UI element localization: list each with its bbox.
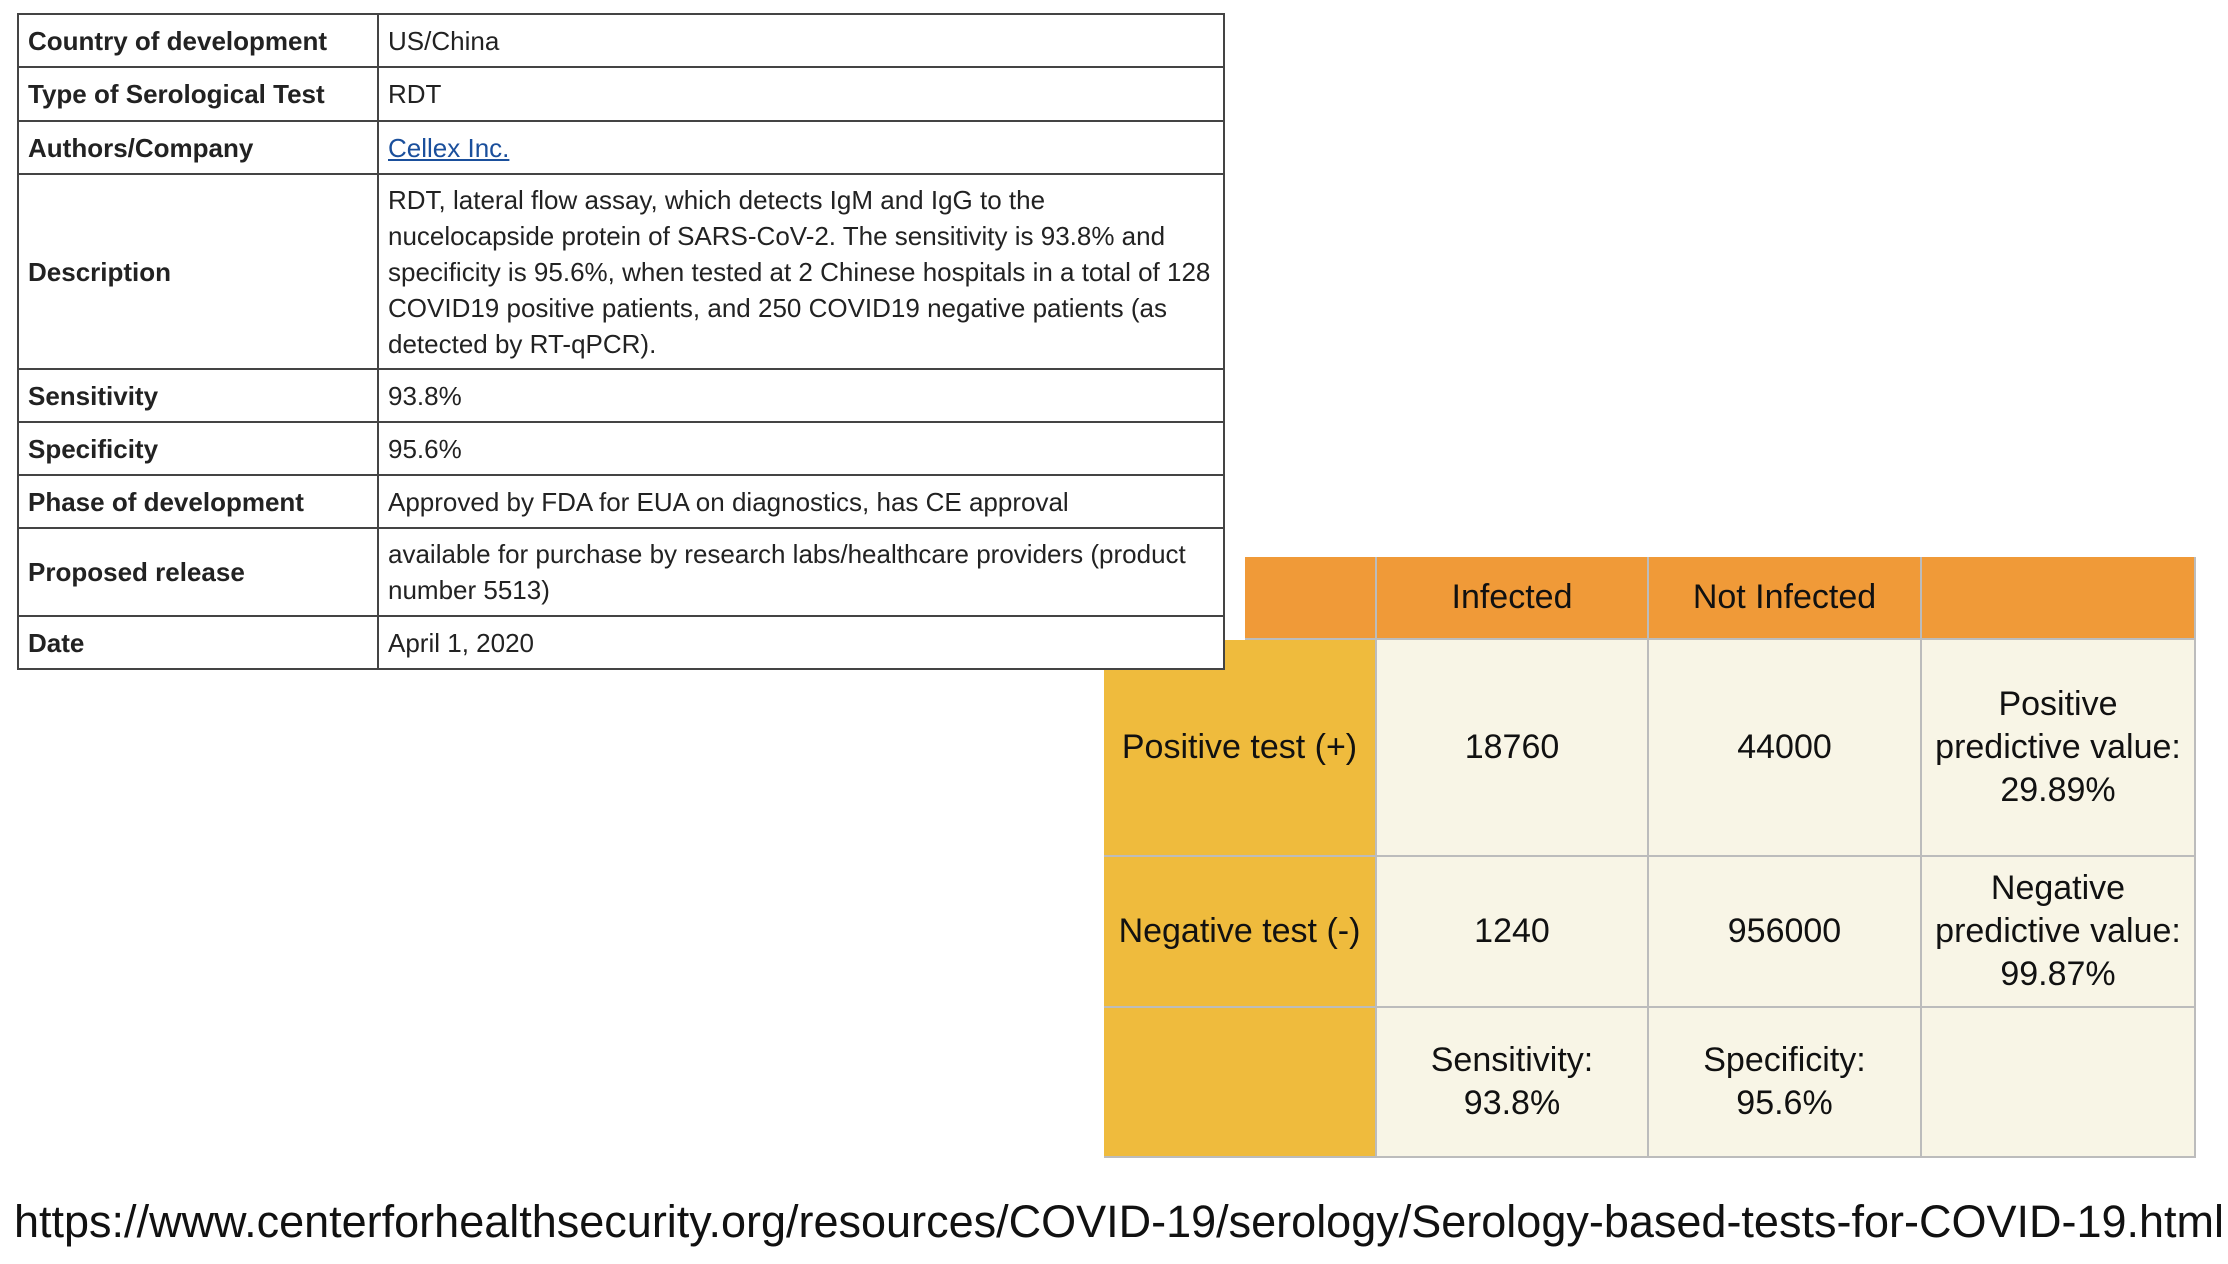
spec-value: US/China: [377, 13, 1225, 68]
source-url: https://www.centerforhealthsecurity.org/…: [14, 1196, 2225, 1247]
specificity: Specificity: 95.6%: [1649, 1008, 1922, 1158]
row-label: Negative test (-): [1104, 857, 1377, 1008]
footer-blank: [1922, 1008, 2196, 1158]
spec-key: Phase of development: [17, 474, 379, 529]
spec-value: April 1, 2020: [377, 615, 1225, 670]
spec-row: Sensitivity 93.8%: [17, 368, 1225, 423]
spec-value: Cellex Inc.: [377, 120, 1225, 175]
spec-value: available for purchase by research labs/…: [377, 527, 1225, 617]
company-link[interactable]: Cellex Inc.: [388, 132, 510, 163]
spec-row: Type of Serological Test RDT: [17, 66, 1225, 122]
count-infected: 18760: [1377, 640, 1649, 857]
spec-row: Proposed release available for purchase b…: [17, 527, 1225, 617]
predictive-value: Positive predictive value: 29.89%: [1922, 640, 2196, 857]
row-label: Positive test (+): [1104, 640, 1377, 857]
spec-key: Authors/Company: [17, 120, 379, 175]
column-header: Infected: [1377, 557, 1649, 640]
spec-value: 93.8%: [377, 368, 1225, 423]
spec-key: Type of Serological Test: [17, 66, 379, 122]
sensitivity: Sensitivity: 93.8%: [1377, 1008, 1649, 1158]
spec-row: Phase of development Approved by FDA for …: [17, 474, 1225, 529]
spec-row: Specificity 95.6%: [17, 421, 1225, 476]
spec-value: RDT: [377, 66, 1225, 122]
spec-key: Sensitivity: [17, 368, 379, 423]
spec-value: RDT, lateral flow assay, which detects I…: [377, 173, 1225, 370]
count-infected: 1240: [1377, 857, 1649, 1008]
spec-value: 95.6%: [377, 421, 1225, 476]
spec-key: Specificity: [17, 421, 379, 476]
spec-row: Date April 1, 2020: [17, 615, 1225, 670]
spec-row: Authors/Company Cellex Inc.: [17, 120, 1225, 175]
spec-key: Country of development: [17, 13, 379, 68]
count-not-infected: 44000: [1649, 640, 1922, 857]
spec-key: Description: [17, 173, 379, 370]
column-header: Not Infected: [1649, 557, 1922, 640]
spec-row: Description RDT, lateral flow assay, whic…: [17, 173, 1225, 370]
header-blank: [1922, 557, 2196, 640]
spec-value: Approved by FDA for EUA on diagnostics, …: [377, 474, 1225, 529]
footer-blank: [1104, 1008, 1377, 1158]
spec-row: Country of development US/China: [17, 13, 1225, 68]
header-corner: [1245, 557, 1377, 640]
spec-table: Country of development US/China Type of Se…: [17, 13, 1225, 670]
spec-key: Date: [17, 615, 379, 670]
count-not-infected: 956000: [1649, 857, 1922, 1008]
predictive-value: Negative predictive value: 99.87%: [1922, 857, 2196, 1008]
spec-key: Proposed release: [17, 527, 379, 617]
